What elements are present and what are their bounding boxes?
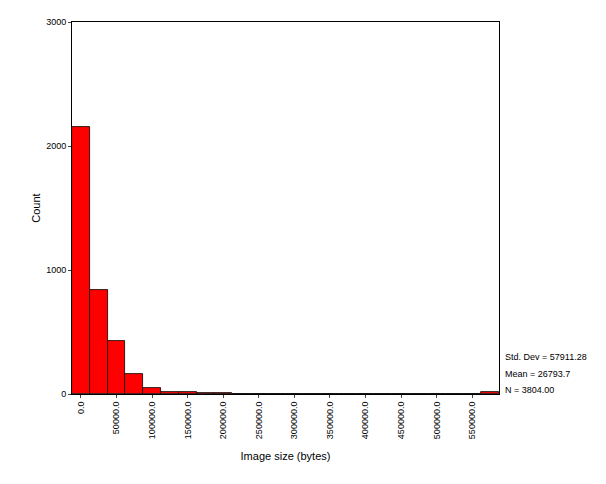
svg-text:N = 3804.00: N = 3804.00: [505, 385, 554, 395]
svg-text:Mean = 26793.7: Mean = 26793.7: [505, 369, 570, 379]
svg-text:1000: 1000: [46, 265, 66, 275]
svg-text:400000.0: 400000.0: [360, 402, 370, 440]
svg-text:100000.0: 100000.0: [147, 402, 157, 440]
svg-text:350000.0: 350000.0: [325, 402, 335, 440]
svg-text:550000.0: 550000.0: [467, 402, 477, 440]
svg-text:0.0: 0.0: [76, 402, 86, 415]
svg-text:150000.0: 150000.0: [183, 402, 193, 440]
svg-text:250000.0: 250000.0: [254, 402, 264, 440]
svg-text:Count: Count: [30, 193, 42, 222]
svg-text:2000: 2000: [46, 141, 66, 151]
svg-text:3000: 3000: [46, 17, 66, 27]
svg-text:50000.0: 50000.0: [111, 402, 121, 435]
svg-text:Std. Dev = 57911.28: Std. Dev = 57911.28: [505, 352, 587, 362]
svg-text:Image size (bytes): Image size (bytes): [241, 450, 331, 462]
svg-text:500000.0: 500000.0: [432, 402, 442, 440]
svg-text:0: 0: [61, 389, 66, 399]
svg-text:300000.0: 300000.0: [289, 402, 299, 440]
svg-text:200000.0: 200000.0: [218, 402, 228, 440]
svg-text:450000.0: 450000.0: [396, 402, 406, 440]
